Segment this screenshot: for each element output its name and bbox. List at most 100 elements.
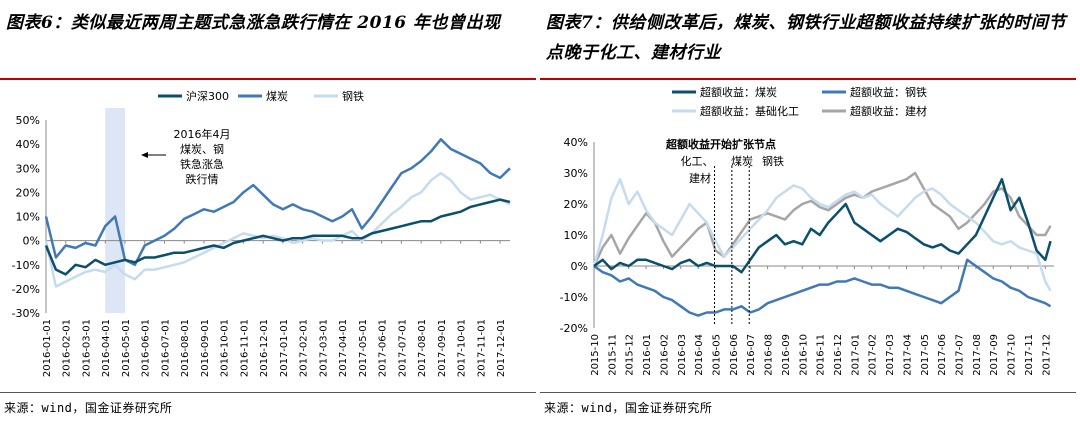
x-tick-label: 2016-04 — [694, 334, 705, 376]
x-tick-label: 2016-05 — [712, 334, 723, 376]
x-tick-label: 2017-01 — [850, 334, 861, 376]
x-tick-label: 2017-10 — [1007, 334, 1018, 376]
x-tick-label: 2016-08 — [764, 334, 775, 376]
annotation-label: 建材 — [689, 171, 711, 185]
legend-label: 超额收益：建材 — [850, 104, 927, 118]
series-line — [593, 258, 1052, 317]
y-tick-label: 10% — [16, 211, 40, 224]
x-tick-label: 2016-09 — [781, 334, 792, 376]
footer-divider — [0, 392, 536, 393]
x-tick-label: 2017-07-01 — [397, 319, 408, 377]
x-tick-label: 2017-05 — [920, 334, 931, 376]
annotation-text: 2016年4月 — [174, 127, 231, 141]
footer-divider — [540, 392, 1076, 393]
x-tick-label: 2017-02-01 — [299, 319, 310, 377]
legend-label: 超额收益：煤炭 — [700, 85, 777, 99]
x-tick-label: 2016-01 — [642, 334, 653, 376]
annotation-label: 化工、 — [681, 154, 714, 168]
x-tick-label: 2017-03-01 — [318, 319, 329, 377]
y-tick-label: -30% — [12, 307, 40, 320]
x-tick-label: 2017-11-01 — [476, 319, 487, 377]
annotation-text: 跌行情 — [186, 172, 219, 186]
y-tick-label: 20% — [16, 186, 40, 199]
shaded-region — [105, 108, 125, 313]
x-tick-label: 2017-11 — [1024, 334, 1035, 376]
x-tick-label: 2017-06-01 — [378, 319, 389, 377]
annotation-label: 钢铁 — [762, 155, 784, 168]
x-tick-label: 2016-02 — [659, 334, 670, 376]
x-tick-label: 2016-11-01 — [239, 319, 250, 377]
x-tick-label: 2017-08 — [972, 334, 983, 376]
x-tick-label: 2017-04 — [902, 334, 913, 376]
x-tick-label: 2016-10-01 — [220, 319, 231, 377]
y-tick-label: 30% — [16, 162, 40, 175]
x-tick-label: 2016-02-01 — [62, 319, 73, 377]
chart-panel-left: 图表6：类似最近两周主题式急涨急跌行情在 2016 年也曾出现 50% 40% 30… — [0, 13, 536, 415]
y-tick-label: -10% — [560, 291, 588, 304]
x-tick-label: 2017-04-01 — [338, 319, 349, 377]
y-tick-label: -20% — [560, 322, 588, 335]
annotation-title: 超额收益开始扩张节点 — [665, 137, 776, 151]
x-tick-label: 2016-10 — [798, 334, 809, 376]
y-tick-label: 40% — [16, 138, 40, 151]
series-line — [593, 177, 1052, 274]
annotation-label: 煤炭 — [731, 155, 753, 168]
legend-label: 钢铁 — [342, 90, 364, 103]
legend-label: 超额收益：基础化工 — [700, 104, 799, 118]
y-tick-label: 40% — [564, 136, 588, 149]
x-tick-label: 2016-08-01 — [180, 319, 191, 377]
line-chart: 40% 30% 20% 10% 0% -10% -20%2015-10 2015-11 2015… — [560, 85, 1054, 376]
x-tick-label: 2016-03-01 — [81, 319, 92, 377]
x-tick-label: 2017-02 — [868, 334, 879, 376]
y-tick-label: 0% — [23, 235, 40, 248]
x-tick-label: 2017-01-01 — [279, 319, 290, 377]
x-tick-label: 2016-11 — [816, 334, 827, 376]
chart-title: 图表7：供给侧改革后，煤炭、钢铁行业超额收益持续扩张的时间节点晚于化工、建材行业 — [546, 13, 1066, 63]
x-tick-label: 2017-12 — [1041, 334, 1052, 376]
x-tick-label: 2015-12 — [625, 334, 636, 376]
y-tick-label: -20% — [12, 283, 40, 296]
chart-panel-right: 图表7：供给侧改革后，煤炭、钢铁行业超额收益持续扩张的时间节点晚于化工、建材行业… — [540, 0, 1080, 423]
chart-title: 图表6：类似最近两周主题式急涨急跌行情在 2016 年也曾出现 — [6, 13, 501, 33]
x-tick-label: 2017-10-01 — [457, 319, 468, 377]
y-tick-label: 0% — [571, 260, 588, 273]
x-tick-label: 2016-06 — [729, 334, 740, 376]
legend-label: 沪深300 — [186, 89, 229, 103]
annotation-text: 铁急涨急 — [180, 157, 224, 171]
x-tick-label: 2017-12-01 — [496, 319, 507, 377]
series-line — [592, 171, 1052, 267]
x-tick-label: 2016-05-01 — [121, 319, 132, 377]
title-divider — [0, 78, 536, 80]
x-tick-label: 2016-06-01 — [141, 319, 152, 377]
y-tick-label: 10% — [564, 229, 588, 242]
y-tick-label: 50% — [16, 114, 40, 127]
x-tick-label: 2016-07 — [746, 334, 757, 376]
x-tick-label: 2016-12-01 — [259, 319, 270, 377]
x-tick-label: 2016-12 — [833, 334, 844, 376]
x-tick-label: 2016-03 — [677, 334, 688, 376]
x-tick-label: 2016-09-01 — [200, 319, 211, 377]
legend-label: 煤炭 — [266, 90, 288, 103]
legend-label: 超额收益：钢铁 — [850, 85, 927, 99]
series-line — [44, 171, 511, 288]
title-divider — [540, 78, 1076, 80]
y-tick-label: -10% — [12, 259, 40, 272]
y-tick-label: 30% — [564, 167, 588, 180]
x-tick-label: 2015-10 — [590, 334, 601, 376]
y-tick-label: 20% — [564, 198, 588, 211]
series-line — [44, 138, 511, 267]
x-tick-label: 2016-01-01 — [42, 319, 53, 377]
series-line — [44, 198, 511, 276]
x-tick-label: 2017-09 — [989, 334, 1000, 376]
x-tick-label: 2017-06 — [937, 334, 948, 376]
source-note: 来源：wind，国金证券研究所 — [544, 401, 713, 415]
series-line — [592, 177, 1052, 292]
x-tick-label: 2017-09-01 — [437, 319, 448, 377]
x-tick-label: 2017-07 — [955, 334, 966, 376]
x-tick-label: 2016-07-01 — [160, 319, 171, 377]
x-tick-label: 2017-08-01 — [417, 319, 428, 377]
line-chart: 50% 40% 30% 20% 10% 0% -10% -20% -30%2016-01-01 2… — [12, 89, 511, 377]
x-tick-label: 2017-05-01 — [358, 319, 369, 377]
x-tick-label: 2016-04-01 — [101, 319, 112, 377]
arrow-head — [141, 152, 148, 158]
